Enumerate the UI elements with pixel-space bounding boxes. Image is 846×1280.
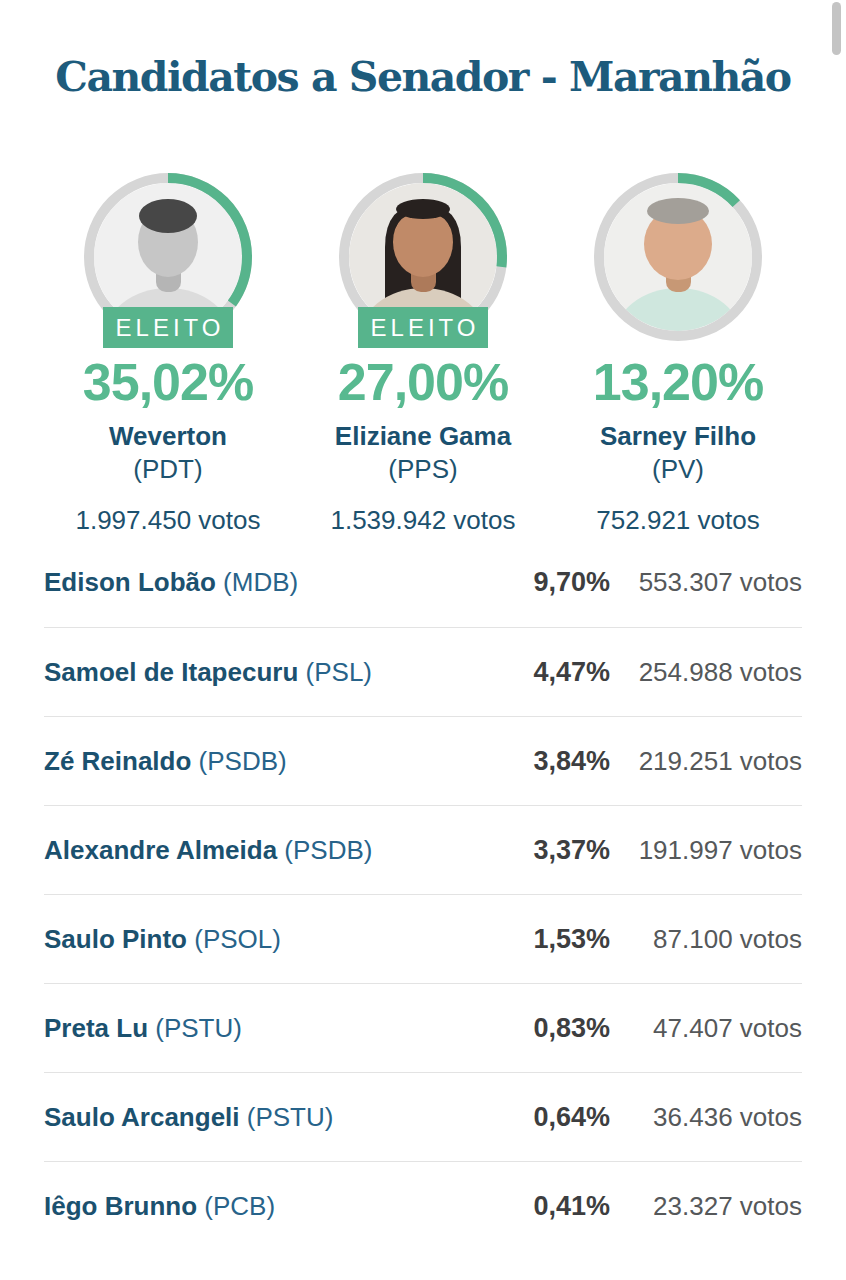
row-candidate-percent: 9,70% bbox=[533, 567, 610, 598]
top-candidate-card: ELEITO 27,00% Eliziane Gama(PPS) 1.539.942 … bbox=[296, 173, 551, 535]
top-candidate-card: ELEITO 35,02% Weverton(PDT) 1.997.450 votos bbox=[41, 173, 296, 535]
candidate-votes: 752.921 votos bbox=[551, 506, 806, 536]
percent-ring bbox=[594, 173, 762, 341]
row-candidate-name: Zé Reinaldo (PSDB) bbox=[44, 746, 533, 777]
candidate-party: (PV) bbox=[551, 455, 806, 485]
candidate-row: Preta Lu (PSTU)0,83%47.407 votos bbox=[44, 983, 802, 1072]
row-candidate-percent: 1,53% bbox=[533, 924, 610, 955]
candidate-avatar-ring: ELEITO bbox=[339, 173, 507, 341]
scrollbar-thumb[interactable] bbox=[832, 2, 841, 55]
other-candidates-list: Edison Lobão (MDB)9,70%553.307 votosSamo… bbox=[0, 538, 846, 1250]
row-candidate-name: Alexandre Almeida (PSDB) bbox=[44, 835, 533, 866]
candidate-percent: 27,00% bbox=[296, 353, 551, 413]
row-candidate-name: Saulo Pinto (PSOL) bbox=[44, 924, 533, 955]
row-candidate-name: Saulo Arcangeli (PSTU) bbox=[44, 1102, 533, 1133]
candidate-votes: 1.997.450 votos bbox=[41, 506, 296, 536]
candidate-row: Iêgo Brunno (PCB)0,41%23.327 votos bbox=[44, 1161, 802, 1250]
candidate-percent: 35,02% bbox=[41, 353, 296, 413]
page-title: Candidatos a Senador - Maranhão bbox=[0, 53, 846, 101]
candidate-row: Samoel de Itapecuru (PSL)4,47%254.988 vo… bbox=[44, 627, 802, 716]
row-candidate-percent: 4,47% bbox=[533, 657, 610, 688]
candidate-avatar-ring bbox=[594, 173, 762, 341]
candidate-name: Weverton bbox=[41, 422, 296, 452]
candidate-row: Zé Reinaldo (PSDB)3,84%219.251 votos bbox=[44, 716, 802, 805]
row-candidate-name: Edison Lobão (MDB) bbox=[44, 567, 533, 598]
row-candidate-votes: 47.407 votos bbox=[610, 1013, 802, 1044]
candidate-row: Edison Lobão (MDB)9,70%553.307 votos bbox=[44, 538, 802, 627]
row-candidate-name: Iêgo Brunno (PCB) bbox=[44, 1191, 533, 1222]
row-candidate-votes: 553.307 votos bbox=[610, 567, 802, 598]
elected-badge: ELEITO bbox=[103, 307, 233, 348]
row-candidate-percent: 0,41% bbox=[533, 1191, 610, 1222]
candidate-percent: 13,20% bbox=[551, 353, 806, 413]
row-candidate-percent: 0,64% bbox=[533, 1102, 610, 1133]
row-candidate-votes: 87.100 votos bbox=[610, 924, 802, 955]
row-candidate-votes: 36.436 votos bbox=[610, 1102, 802, 1133]
row-candidate-votes: 254.988 votos bbox=[610, 657, 802, 688]
candidate-name: Eliziane Gama bbox=[296, 422, 551, 452]
candidate-row: Saulo Arcangeli (PSTU)0,64%36.436 votos bbox=[44, 1072, 802, 1161]
elected-badge: ELEITO bbox=[358, 307, 488, 348]
candidate-avatar-ring: ELEITO bbox=[84, 173, 252, 341]
row-candidate-percent: 3,84% bbox=[533, 746, 610, 777]
candidate-row: Alexandre Almeida (PSDB)3,37%191.997 vot… bbox=[44, 805, 802, 894]
row-candidate-votes: 23.327 votos bbox=[610, 1191, 802, 1222]
row-candidate-votes: 219.251 votos bbox=[610, 746, 802, 777]
top-candidate-card: 13,20% Sarney Filho(PV) 752.921 votos bbox=[551, 173, 806, 535]
top-candidates: ELEITO 35,02% Weverton(PDT) 1.997.450 votos… bbox=[0, 173, 846, 535]
row-candidate-percent: 3,37% bbox=[533, 835, 610, 866]
row-candidate-votes: 191.997 votos bbox=[610, 835, 802, 866]
candidate-name: Sarney Filho bbox=[551, 422, 806, 452]
candidate-votes: 1.539.942 votos bbox=[296, 506, 551, 536]
row-candidate-name: Preta Lu (PSTU) bbox=[44, 1013, 533, 1044]
row-candidate-percent: 0,83% bbox=[533, 1013, 610, 1044]
candidate-row: Saulo Pinto (PSOL)1,53%87.100 votos bbox=[44, 894, 802, 983]
row-candidate-name: Samoel de Itapecuru (PSL) bbox=[44, 657, 533, 688]
candidate-party: (PDT) bbox=[41, 455, 296, 485]
candidate-party: (PPS) bbox=[296, 455, 551, 485]
